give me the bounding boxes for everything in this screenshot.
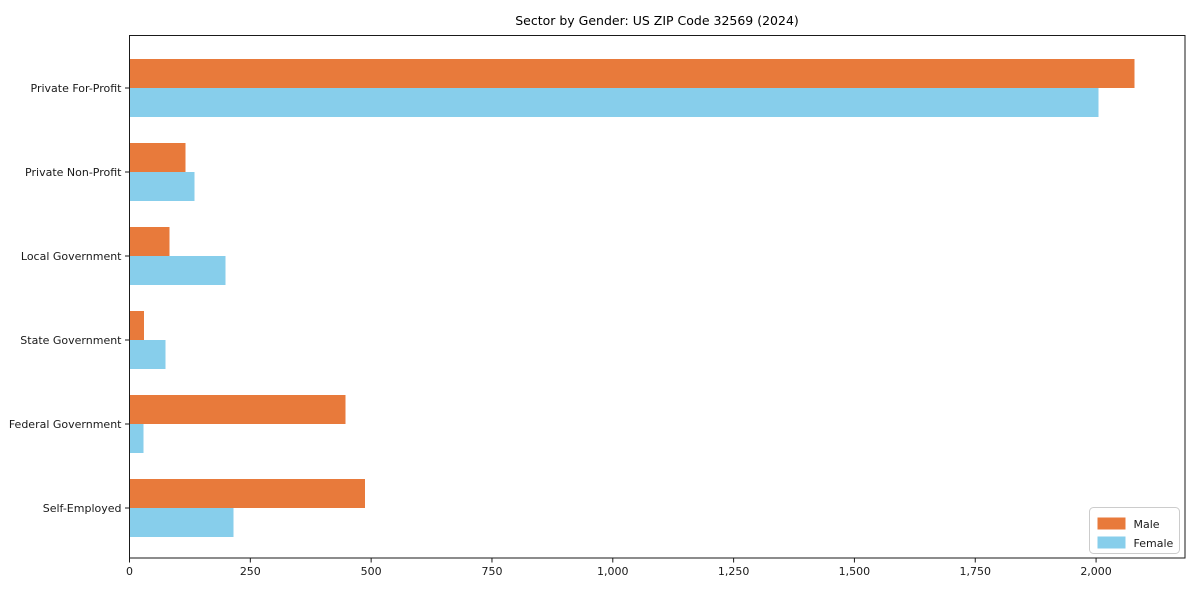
y-tick-label-self-employed: Self-Employed xyxy=(43,502,122,515)
x-tick-label-1-250: 1,250 xyxy=(718,565,750,578)
bar-female-private-for-profit xyxy=(129,88,1099,117)
x-tick-label-2-000: 2,000 xyxy=(1080,565,1112,578)
x-tick-label-1-500: 1,500 xyxy=(839,565,871,578)
legend-label-female: Female xyxy=(1134,537,1174,550)
bar-female-federal-government xyxy=(129,424,144,453)
bar-male-state-government xyxy=(129,311,144,340)
legend-label-male: Male xyxy=(1134,518,1160,531)
chart-title: Sector by Gender: US ZIP Code 32569 (202… xyxy=(515,13,799,28)
legend-swatch-female xyxy=(1097,536,1126,549)
bar-female-private-non-profit xyxy=(129,172,195,201)
legend-swatch-male xyxy=(1097,517,1126,530)
x-tick-label-250: 250 xyxy=(240,565,261,578)
x-tick-label-1-000: 1,000 xyxy=(597,565,629,578)
bar-male-private-non-profit xyxy=(129,143,186,172)
x-tick-label-0: 0 xyxy=(126,565,133,578)
y-tick-label-state-government: State Government xyxy=(20,334,122,347)
bar-male-federal-government xyxy=(129,395,346,424)
y-tick-label-local-government: Local Government xyxy=(21,250,122,263)
y-tick-label-private-for-profit: Private For-Profit xyxy=(31,82,123,95)
x-tick-label-1-750: 1,750 xyxy=(960,565,992,578)
bar-female-local-government xyxy=(129,256,226,285)
bar-male-self-employed xyxy=(129,479,365,508)
y-tick-label-federal-government: Federal Government xyxy=(9,418,122,431)
bar-male-private-for-profit xyxy=(129,59,1135,88)
bar-female-self-employed xyxy=(129,508,234,537)
plot-frame xyxy=(129,35,1186,559)
y-tick-label-private-non-profit: Private Non-Profit xyxy=(25,166,122,179)
x-tick-label-500: 500 xyxy=(361,565,382,578)
x-tick-label-750: 750 xyxy=(481,565,502,578)
bar-male-local-government xyxy=(129,227,170,256)
bar-female-state-government xyxy=(129,340,166,369)
